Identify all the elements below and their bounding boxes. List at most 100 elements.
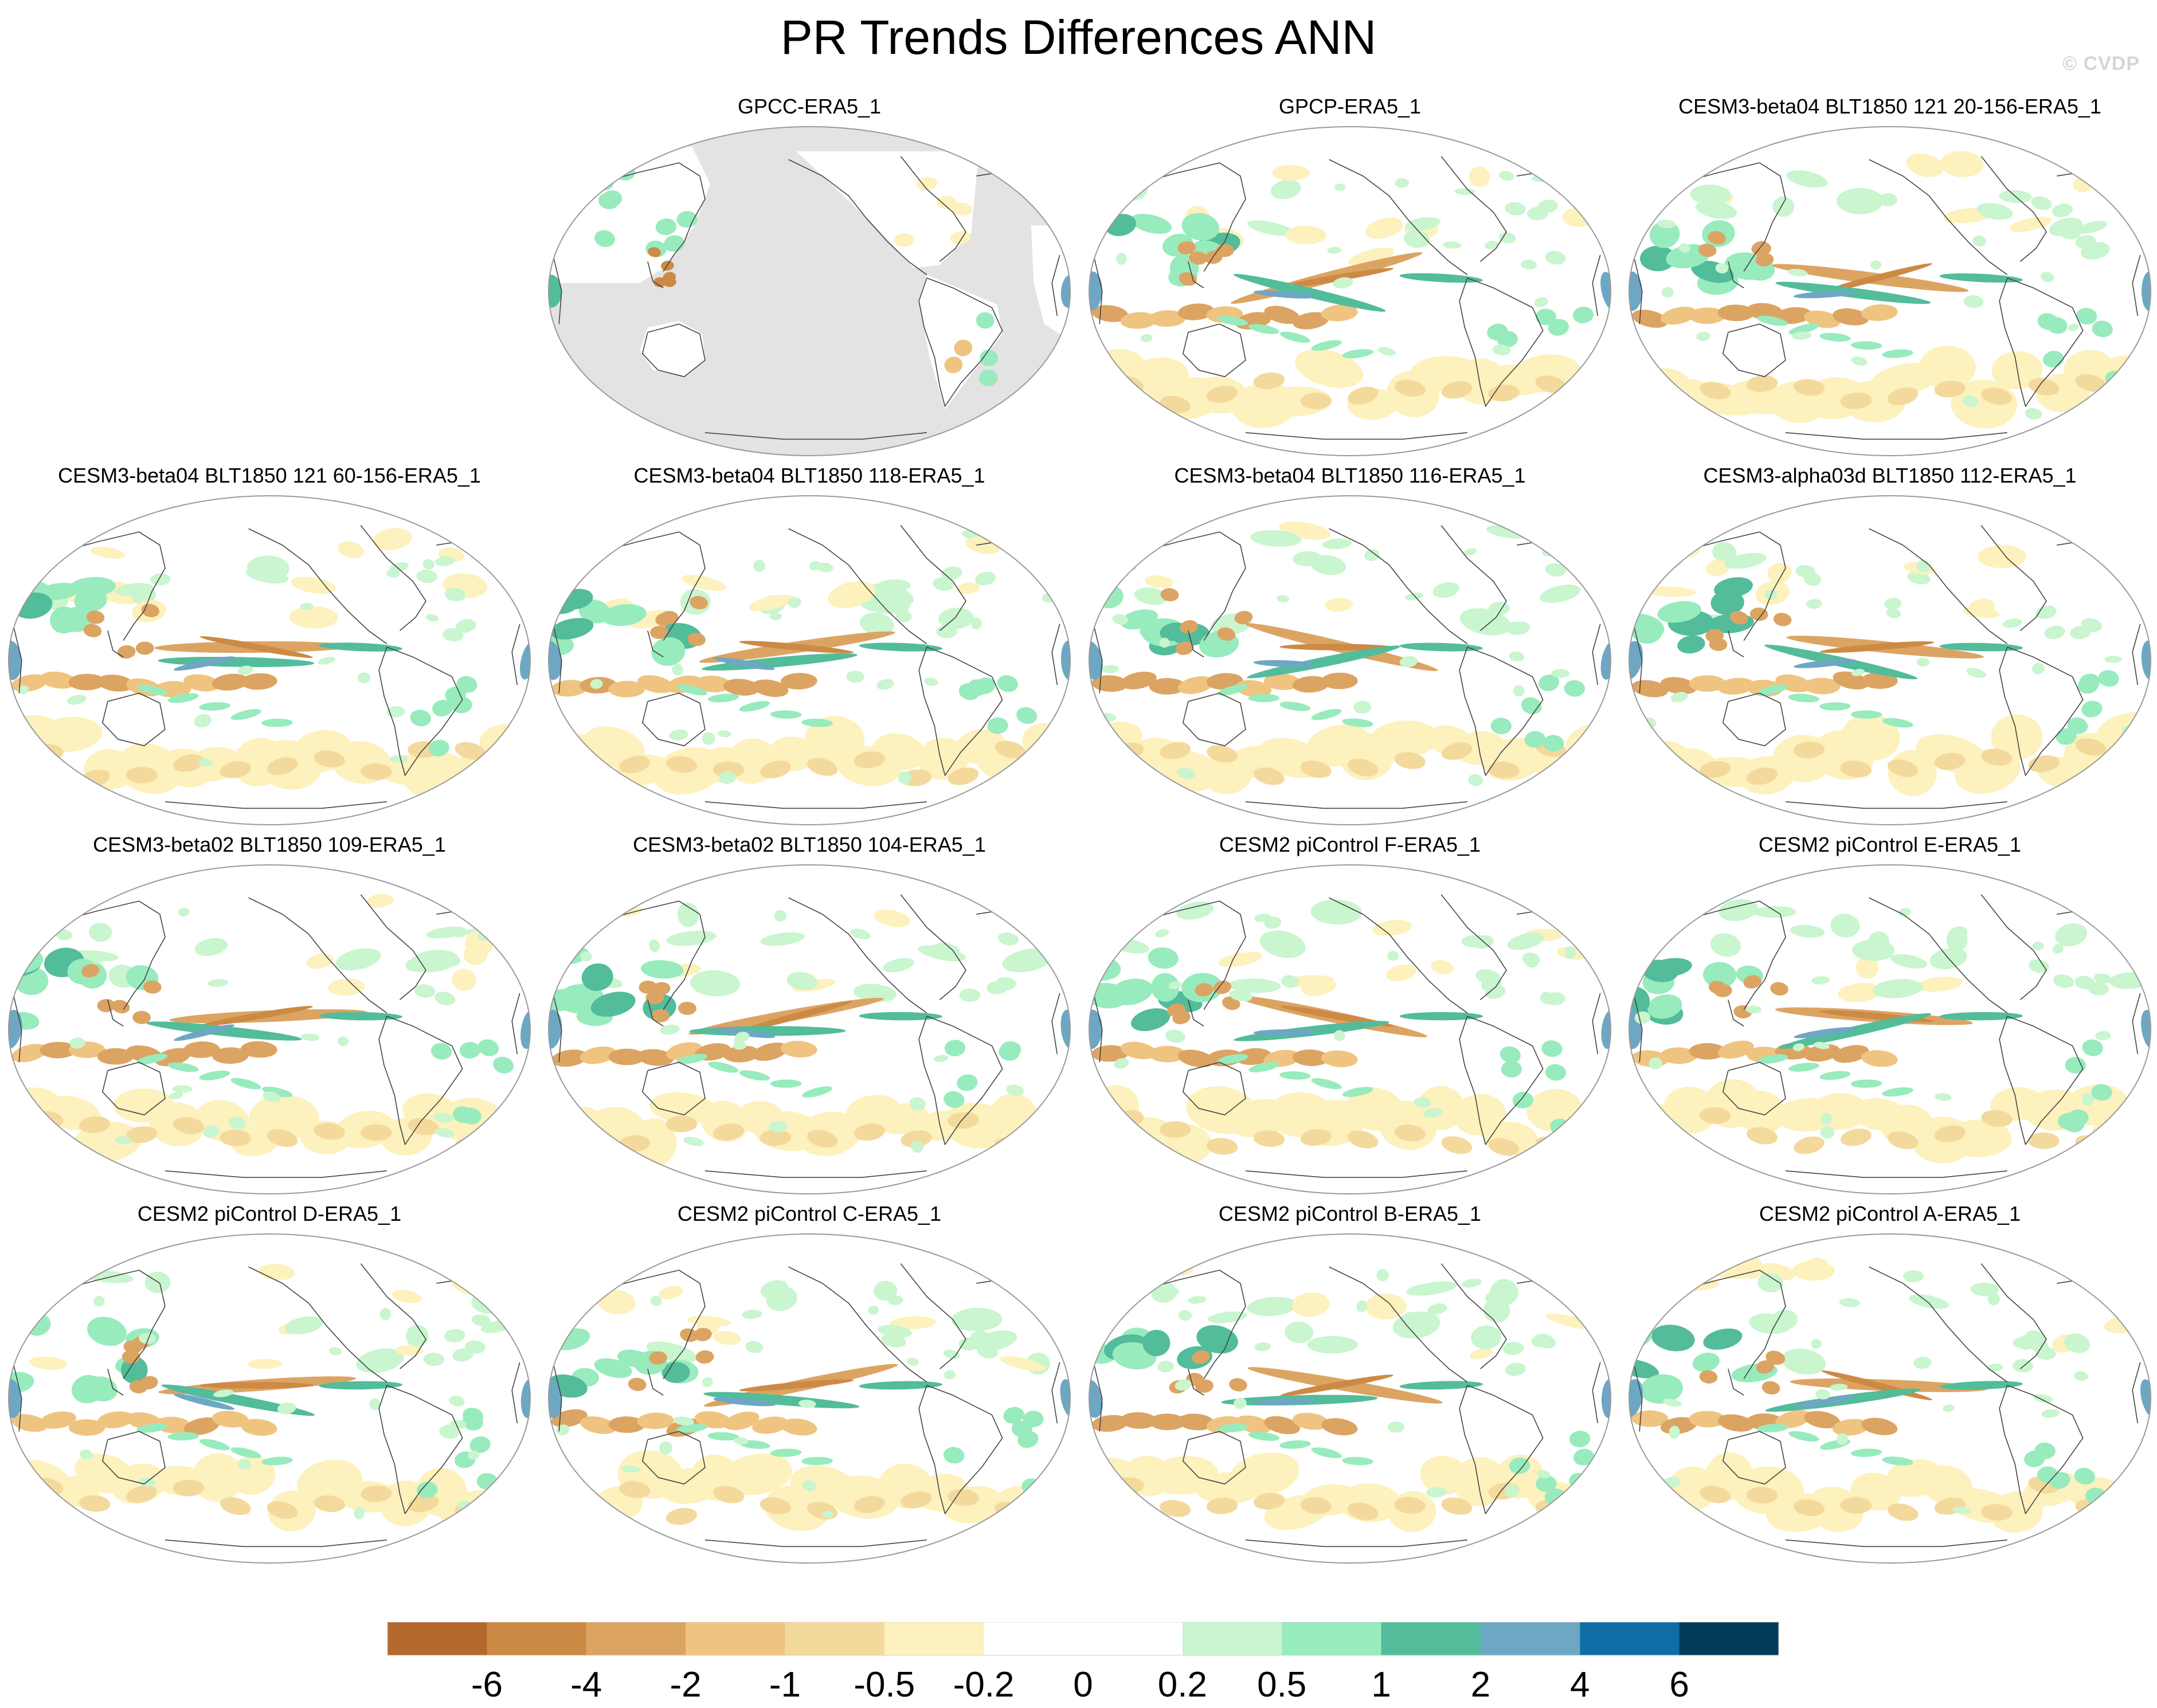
- map-field-patch: [1943, 1404, 1955, 1412]
- map-field-patch: [1861, 1417, 1898, 1435]
- map-field-patch: [2044, 625, 2065, 640]
- map-field-patch: [1535, 375, 1567, 393]
- map-field-patch: [1207, 745, 1238, 763]
- map-field-patch: [354, 1506, 365, 1519]
- map-field-patch: [1882, 718, 1913, 728]
- coastline: [13, 1365, 22, 1432]
- map-field-patch: [83, 624, 102, 637]
- coastline: [102, 1061, 166, 1115]
- map-panel: CESM3-beta04 BLT1850 118-ERA5_1: [546, 462, 1073, 829]
- map-field-patch: [1300, 761, 1332, 778]
- map-panel: CESM2 piControl A-ERA5_1: [1626, 1200, 2154, 1567]
- coastline: [102, 1431, 166, 1484]
- coastline: [704, 432, 927, 440]
- map-field-patch: [2031, 196, 2052, 210]
- map-field-patch: [640, 960, 684, 979]
- map-field-patch: [549, 1378, 562, 1419]
- map-field-patch: [1177, 1413, 1215, 1431]
- map-field-patch: [703, 1392, 860, 1409]
- map-outline: [8, 495, 531, 825]
- map-field-patch: [1254, 767, 1285, 785]
- map-field-patch: [1850, 341, 1882, 350]
- map-field-patch: [126, 766, 158, 784]
- map-field-patch: [1175, 641, 1194, 655]
- map-field-patch: [1509, 1457, 1530, 1474]
- map-field-patch: [2125, 385, 2136, 397]
- map-field-patch: [1987, 1293, 2000, 1306]
- map-field-patch: [373, 528, 412, 550]
- map-field-patch: [1793, 1499, 1825, 1517]
- coastline: [1051, 993, 1060, 1055]
- map-field-patch: [874, 909, 910, 927]
- map-field-patch: [1195, 983, 1213, 997]
- map-field-patch: [1310, 899, 1363, 925]
- map-field-patch: [1463, 548, 1477, 556]
- map-field-patch: [174, 1024, 235, 1041]
- map-outline: [1628, 495, 2151, 825]
- map-field-patch: [713, 1397, 776, 1407]
- map-field-patch: [329, 1347, 342, 1356]
- map-field-patch: [21, 576, 38, 584]
- coastline: [647, 1000, 664, 1027]
- map-field-patch: [1399, 1012, 1483, 1021]
- map-field-patch: [1513, 685, 1525, 697]
- map-field-patch: [173, 754, 204, 772]
- map-field-patch: [1490, 718, 1512, 735]
- map-field-patch: [1399, 273, 1483, 283]
- map-field-patch: [978, 1311, 1000, 1325]
- map-field-patch: [1131, 1008, 1171, 1031]
- map-field-patch: [1888, 387, 1919, 406]
- map-field-patch: [97, 1048, 134, 1065]
- map-field-patch: [1661, 287, 1674, 298]
- map-field-patch: [752, 1042, 788, 1061]
- map-field-patch: [1755, 253, 1774, 267]
- figure-title: PR Trends Differences ANN: [780, 10, 1377, 64]
- coastline: [1723, 323, 1786, 377]
- colorbar: -6 -4 -2 -1 -0.5 -0.2 0 0.2 0.5 1 2 4 6: [387, 1622, 1779, 1705]
- map-field-patch: [90, 547, 126, 559]
- map-field-patch: [183, 674, 220, 692]
- map-field-patch: [1806, 599, 1822, 609]
- map-field-patch: [1333, 1030, 1345, 1041]
- map-field-patch: [361, 763, 392, 780]
- map-field-patch: [267, 757, 298, 775]
- map-field-patch: [597, 1290, 636, 1314]
- map-field-patch: [1372, 919, 1412, 936]
- colorbar-tick-label: 1: [1371, 1665, 1391, 1705]
- map-field-patch: [493, 1056, 514, 1074]
- map-field-patch: [1140, 334, 1153, 343]
- map-field-patch: [1717, 1414, 1755, 1432]
- map-field-patch: [263, 1091, 280, 1103]
- map-field-patch: [1775, 1410, 1811, 1428]
- map-field-patch: [650, 625, 668, 639]
- map-field-patch: [1512, 1091, 1534, 1108]
- map-field-patch: [883, 958, 914, 973]
- robinson-map: [1628, 126, 2151, 456]
- map-field-patch: [1649, 958, 1692, 977]
- map-field-patch: [909, 1097, 926, 1111]
- map-field-patch: [1281, 975, 1299, 988]
- map-field-patch: [846, 671, 864, 683]
- map-field-patch: [1601, 1009, 1611, 1049]
- map-panel: CESM3-beta04 BLT1850 121 60-156-ERA5_1: [6, 462, 533, 829]
- map-field-patch: [901, 1130, 932, 1147]
- map-field-patch: [1757, 1424, 1788, 1433]
- map-field-patch: [1311, 708, 1342, 720]
- map-field-patch: [1279, 1071, 1311, 1080]
- coastline: [1634, 996, 1643, 1063]
- map-field-patch: [2021, 1342, 2032, 1350]
- map-outline: [1089, 495, 1611, 825]
- map-field-patch: [1830, 914, 1860, 938]
- map-field-patch: [672, 664, 683, 676]
- map-field-patch: [739, 641, 854, 653]
- panel-title: CESM3-alpha03d BLT1850 112-ERA5_1: [1703, 464, 2077, 487]
- map-field-patch: [1689, 675, 1726, 692]
- map-field-patch: [888, 1295, 903, 1306]
- colorbar-swatch: [1580, 1622, 1680, 1655]
- map-field-patch: [745, 1341, 764, 1353]
- map-field-patch: [1089, 641, 1103, 680]
- map-field-patch: [1790, 924, 1825, 938]
- robinson-map: [548, 1233, 1071, 1564]
- map-field-patch: [959, 988, 981, 1002]
- map-field-patch: [989, 1093, 1037, 1138]
